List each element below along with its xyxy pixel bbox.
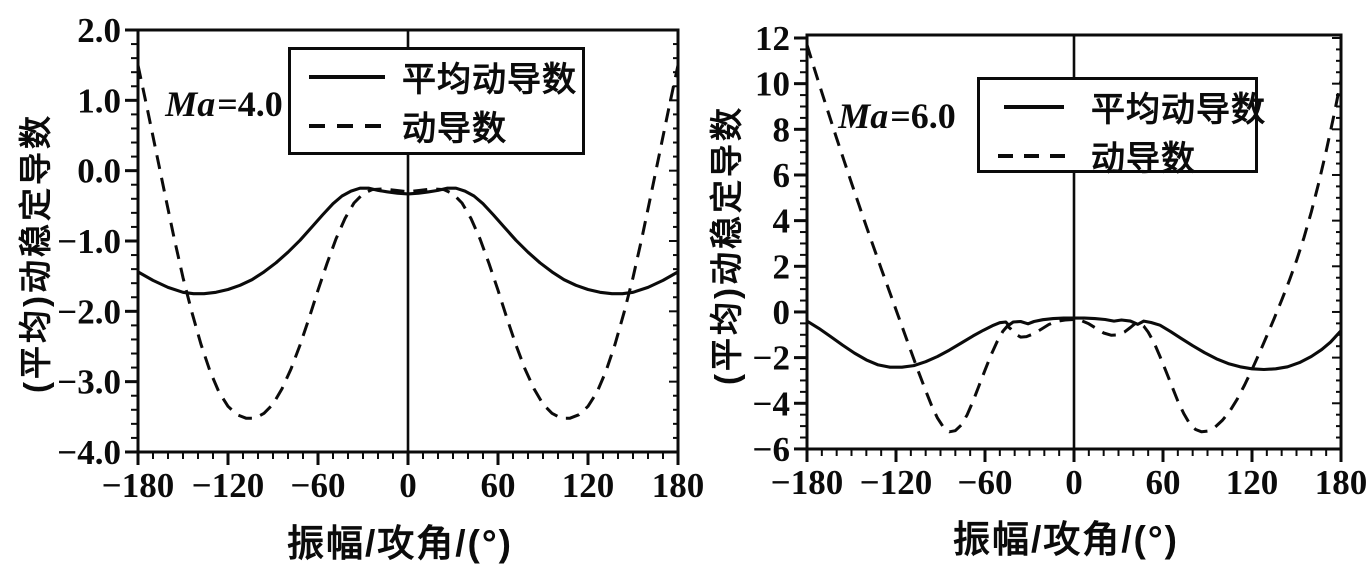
ma-value: =6.0 bbox=[890, 96, 956, 136]
y-tick-label: −3.0 bbox=[57, 363, 121, 402]
legend-entry-average: 平均动导数 bbox=[307, 52, 576, 101]
x-tick-label: −120 bbox=[192, 466, 264, 505]
legend-entry-average: 平均动导数 bbox=[996, 82, 1265, 131]
x-tick-label: −60 bbox=[291, 466, 346, 505]
y-tick-label: 6 bbox=[773, 156, 791, 195]
dashed-series-path bbox=[805, 44, 1343, 434]
y-tick-label: 0.0 bbox=[77, 152, 121, 191]
y-tick-label: 8 bbox=[773, 110, 791, 149]
legend-left: 平均动导数 动导数 bbox=[288, 47, 585, 155]
legend-entry-dynamic: 动导数 bbox=[307, 101, 572, 150]
legend-label: 平均动导数 bbox=[1091, 91, 1266, 129]
solid-series-path bbox=[806, 316, 1343, 372]
y-tick-label: −4 bbox=[753, 384, 790, 423]
ma-value: =4.0 bbox=[217, 84, 283, 124]
x-tick-label: 60 bbox=[1145, 463, 1180, 502]
y-tick-label: −6 bbox=[753, 430, 790, 469]
solid-line-sample bbox=[1004, 104, 1064, 109]
legend-entry-dynamic: 动导数 bbox=[996, 131, 1245, 180]
x-tick-label: 180 bbox=[1315, 463, 1368, 502]
y-tick-label: 10 bbox=[755, 65, 790, 104]
y-tick-label: −1.0 bbox=[57, 222, 121, 261]
y-axis-title-right: (平均)动稳定导数 bbox=[708, 105, 745, 385]
x-tick-label: 0 bbox=[1065, 463, 1083, 502]
dashed-line-sample bbox=[998, 153, 1074, 158]
x-tick-label: −180 bbox=[771, 463, 843, 502]
x-tick-label: 0 bbox=[399, 466, 417, 505]
x-axis-title-left: 振幅/攻角/(°) bbox=[287, 523, 513, 564]
x-tick-label: −120 bbox=[860, 463, 932, 502]
legend-label: 平均动导数 bbox=[402, 61, 577, 99]
legend-label: 动导数 bbox=[1091, 140, 1196, 178]
x-tick-label: −60 bbox=[958, 463, 1013, 502]
legend-label: 动导数 bbox=[402, 110, 507, 148]
solid-line-sample bbox=[309, 74, 385, 79]
x-tick-label: −180 bbox=[102, 466, 174, 505]
x-tick-label: 60 bbox=[481, 466, 516, 505]
y-tick-label: 0 bbox=[773, 293, 791, 332]
solid-series-path bbox=[137, 186, 679, 296]
y-tick-label: 1.0 bbox=[77, 81, 121, 120]
y-tick-label: 4 bbox=[773, 202, 791, 241]
y-tick-label: 2.0 bbox=[77, 11, 121, 50]
ma-variable: Ma bbox=[838, 96, 889, 136]
ma-variable: Ma bbox=[165, 84, 216, 124]
x-tick-label: 180 bbox=[652, 466, 705, 505]
y-tick-label: 12 bbox=[755, 19, 790, 58]
ma-annotation-left: Ma=4.0 bbox=[165, 83, 283, 125]
y-tick-label: −2 bbox=[753, 339, 790, 378]
y-tick-label: −4.0 bbox=[57, 433, 121, 472]
y-axis-title-left: (平均)动稳定导数 bbox=[17, 113, 54, 393]
legend-right: 平均动导数 动导数 bbox=[977, 77, 1265, 178]
x-tick-label: 120 bbox=[562, 466, 615, 505]
y-tick-label: 2 bbox=[773, 247, 791, 286]
x-axis-title-right: 振幅/攻角/(°) bbox=[953, 519, 1179, 560]
dashed-line-sample bbox=[309, 123, 387, 128]
ma-annotation-right: Ma=6.0 bbox=[838, 95, 956, 137]
y-tick-label: −2.0 bbox=[57, 292, 121, 331]
dashed-series-path bbox=[136, 64, 680, 420]
x-tick-label: 120 bbox=[1226, 463, 1279, 502]
